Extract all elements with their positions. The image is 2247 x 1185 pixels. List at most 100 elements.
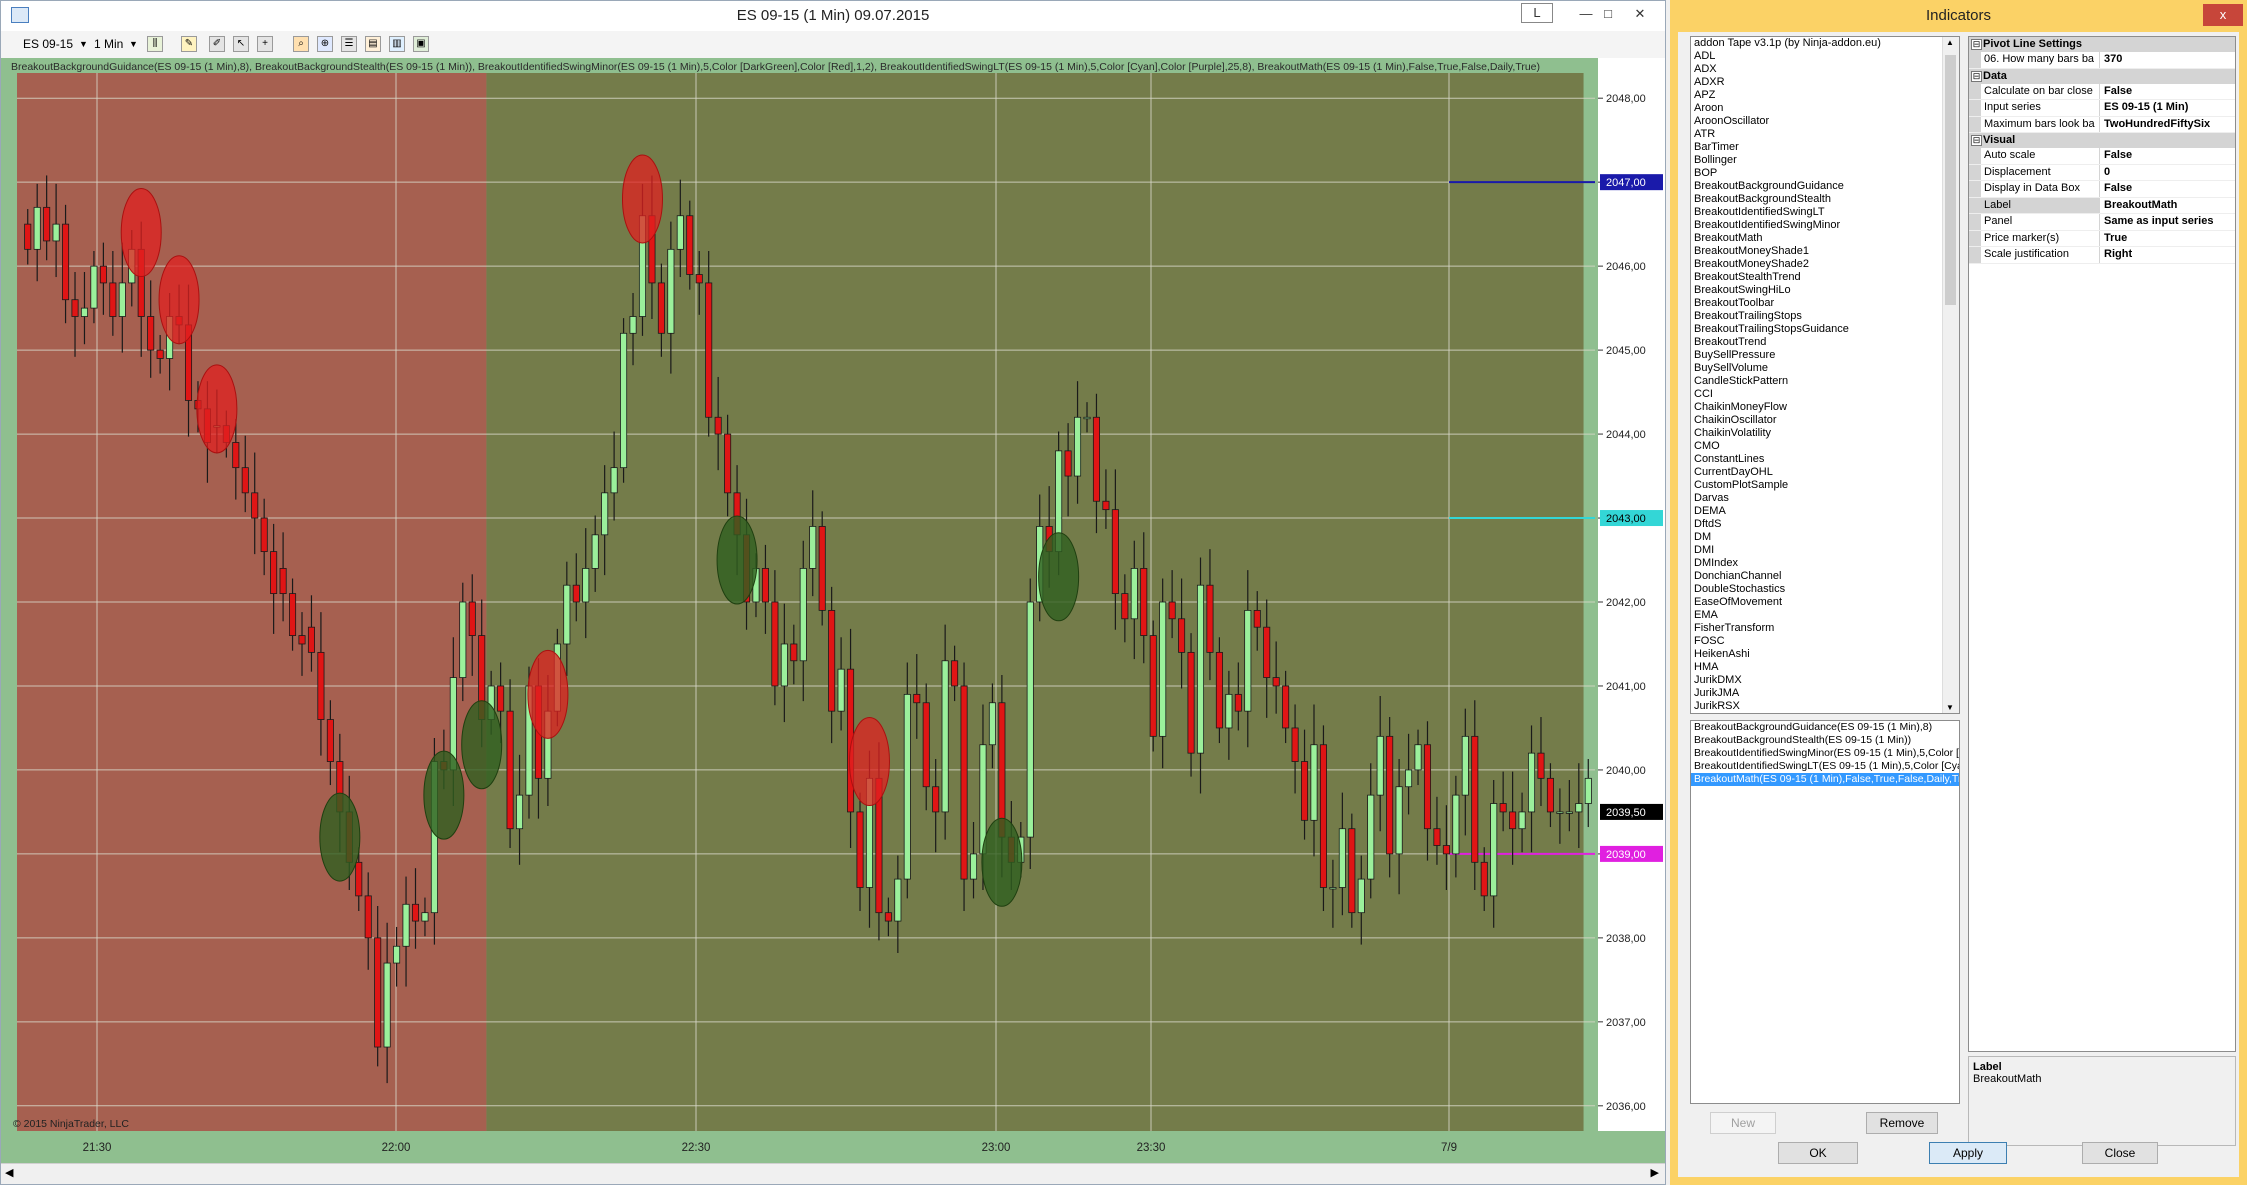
indicator-list-item[interactable]: JurikJMA (1694, 687, 1740, 699)
property-value[interactable]: 370 (2104, 53, 2123, 65)
minimize-button[interactable]: — (1579, 6, 1593, 21)
indicator-list-item[interactable]: BreakoutStealthTrend (1694, 271, 1801, 283)
indicator-list-item[interactable]: CMO (1694, 440, 1720, 452)
instrument-selector[interactable]: ES 09-15 (23, 37, 74, 51)
property-row[interactable]: Input series ES 09-15 (1 Min) (1969, 100, 2235, 117)
indicator-list-item[interactable]: DM (1694, 531, 1712, 543)
indicator-list-item[interactable]: FOSC (1694, 635, 1725, 647)
indicator-list-item[interactable]: ATR (1694, 128, 1716, 140)
indicator-list-item[interactable]: ChaikinVolatility (1694, 427, 1772, 439)
strategies-icon[interactable]: ▥ (389, 36, 405, 52)
indicator-list-item[interactable]: BuySellVolume (1694, 362, 1768, 374)
magnify-icon[interactable]: ⊕ (317, 36, 333, 52)
collapse-icon[interactable]: ⊟ (1971, 135, 1982, 146)
close-button[interactable]: ✕ (1634, 6, 1646, 21)
ok-button[interactable]: OK (1778, 1142, 1858, 1164)
indicator-list-item[interactable]: CandleStickPattern (1694, 375, 1789, 387)
indicator-list-item[interactable]: BreakoutToolbar (1694, 297, 1775, 309)
indicator-list-item[interactable]: BreakoutMoneyShade1 (1694, 245, 1809, 257)
applied-indicator-item[interactable]: BreakoutIdentifiedSwingMinor(ES 09-15 (1… (1694, 747, 1959, 759)
property-row[interactable]: Scale justification Right (1969, 247, 2235, 264)
zoom-icon[interactable]: ⌕ (293, 36, 309, 52)
scrollbar-thumb[interactable] (1945, 55, 1956, 305)
period-selector[interactable]: 1 Min (94, 37, 124, 51)
applied-indicator-item[interactable]: BreakoutIdentifiedSwingLT(ES 09-15 (1 Mi… (1694, 760, 1959, 772)
collapse-icon[interactable]: ⊟ (1971, 39, 1982, 50)
dialog-close-button[interactable]: x (2203, 4, 2243, 26)
indicator-list-item[interactable]: BarTimer (1694, 141, 1739, 153)
indicator-list-item[interactable]: BreakoutTrend (1694, 336, 1767, 348)
indicator-list-item[interactable]: ChaikinMoneyFlow (1694, 401, 1787, 413)
property-value[interactable]: Right (2104, 248, 2133, 260)
indicator-list-item[interactable]: DMIndex (1694, 557, 1739, 569)
property-row[interactable]: 06. How many bars ba 370 (1969, 52, 2235, 69)
indicator-list-item[interactable]: BreakoutBackgroundStealth (1694, 193, 1831, 205)
indicator-list-item[interactable]: CurrentDayOHL (1694, 466, 1773, 478)
applied-indicator-item[interactable]: BreakoutBackgroundStealth(ES 09-15 (1 Mi… (1694, 734, 1912, 746)
property-value[interactable]: ES 09-15 (1 Min) (2104, 101, 2189, 113)
applied-indicators-list[interactable]: BreakoutBackgroundGuidance(ES 09-15 (1 M… (1690, 720, 1960, 1104)
indicator-list-item[interactable]: ConstantLines (1694, 453, 1765, 465)
indicator-list-item[interactable]: addon Tape v3.1p (by Ninja-addon.eu) (1694, 37, 1881, 49)
horizontal-scrollbar[interactable]: ◀ ▶ (1, 1163, 1665, 1184)
link-button[interactable]: L (1521, 3, 1553, 23)
data-box-icon[interactable]: ▣ (413, 36, 429, 52)
indicator-list-item[interactable]: BreakoutBackgroundGuidance (1694, 180, 1844, 192)
indicator-list-item[interactable]: DMI (1694, 544, 1715, 556)
property-value[interactable]: TwoHundredFiftySix (2104, 117, 2211, 130)
property-value[interactable]: Same as input series (2104, 215, 2214, 227)
scroll-left-icon[interactable]: ◀ (5, 1167, 14, 1179)
list-scrollbar[interactable]: ▲ ▼ (1942, 37, 1959, 713)
indicator-list-item[interactable]: BOP (1694, 167, 1718, 179)
indicator-list-item[interactable]: DoubleStochastics (1694, 583, 1786, 595)
property-row[interactable]: Auto scale False (1969, 148, 2235, 165)
property-category[interactable]: ⊟ Data (1969, 68, 2235, 84)
indicator-list-item[interactable]: Aroon (1694, 102, 1724, 114)
remove-button[interactable]: Remove (1866, 1112, 1938, 1134)
indicator-list-item[interactable]: DonchianChannel (1694, 570, 1782, 582)
applied-indicator-item[interactable]: BreakoutBackgroundGuidance(ES 09-15 (1 M… (1694, 721, 1933, 733)
indicator-list-item[interactable]: BreakoutTrailingStops (1694, 310, 1802, 322)
indicator-list-item[interactable]: ChaikinOscillator (1694, 414, 1777, 426)
property-value[interactable]: True (2104, 231, 2128, 244)
indicator-list-item[interactable]: Bollinger (1694, 154, 1737, 166)
property-value[interactable]: False (2104, 84, 2133, 97)
indicator-list-item[interactable]: HMA (1694, 661, 1719, 673)
indicator-list-item[interactable]: JurikRSX (1694, 700, 1740, 712)
indicator-list-item[interactable]: BreakoutTrailingStopsGuidance (1694, 323, 1849, 335)
property-row[interactable]: Price marker(s) True (1969, 230, 2235, 247)
indicator-list-item[interactable]: ADXR (1694, 76, 1725, 88)
indicator-list-item[interactable]: DEMA (1694, 505, 1726, 517)
indicator-list-item[interactable]: AroonOscillator (1694, 115, 1770, 127)
indicator-list-item[interactable]: JurikDMX (1694, 674, 1742, 686)
drawing-tool-icon[interactable]: ✎ (181, 36, 197, 52)
property-row[interactable]: Label BreakoutMath (1969, 197, 2235, 214)
indicator-list-item[interactable]: DftdS (1694, 518, 1722, 530)
property-row[interactable]: Panel Same as input series (1969, 214, 2235, 231)
indicator-list-item[interactable]: BreakoutIdentifiedSwingLT (1694, 206, 1825, 218)
maximize-button[interactable]: □ (1604, 6, 1612, 21)
property-grid[interactable]: ⊟ Pivot Line Settings 06. How many bars ba… (1968, 36, 2236, 1052)
chevron-down-icon[interactable]: ▼ (79, 39, 88, 49)
apply-button[interactable]: Apply (1929, 1142, 2007, 1164)
property-category[interactable]: ⊟ Pivot Line Settings (1969, 37, 2235, 52)
chevron-down-icon[interactable]: ▼ (129, 39, 138, 49)
pencil-icon[interactable]: ✐ (209, 36, 225, 52)
new-button[interactable]: New (1710, 1112, 1776, 1134)
indicator-list-item[interactable]: ADL (1694, 50, 1716, 62)
indicator-list-item[interactable]: EMA (1694, 609, 1718, 621)
close-dialog-button[interactable]: Close (2082, 1142, 2158, 1164)
indicators-icon[interactable]: ▤ (365, 36, 381, 52)
property-row[interactable]: Calculate on bar close False (1969, 83, 2235, 100)
scroll-down-icon[interactable]: ▼ (1946, 703, 1954, 712)
price-chart[interactable]: 2048,00 2047,00 2046,00 2045,00 2044,00 2043,… (1, 58, 1665, 1163)
indicator-list-item[interactable]: BreakoutMoneyShade2 (1694, 258, 1809, 270)
property-value[interactable]: 0 (2104, 165, 2111, 178)
pointer-icon[interactable]: ↖ (233, 36, 249, 52)
property-category[interactable]: ⊟ Visual (1969, 133, 2235, 148)
applied-indicator-item[interactable]: BreakoutMath(ES 09-15 (1 Min),False,True… (1691, 773, 1959, 786)
property-row[interactable]: Displacement 0 (1969, 164, 2235, 181)
indicator-list-item[interactable]: APZ (1694, 89, 1716, 101)
property-row[interactable]: Display in Data Box False (1969, 181, 2235, 198)
indicator-list-item[interactable]: EaseOfMovement (1694, 596, 1783, 608)
